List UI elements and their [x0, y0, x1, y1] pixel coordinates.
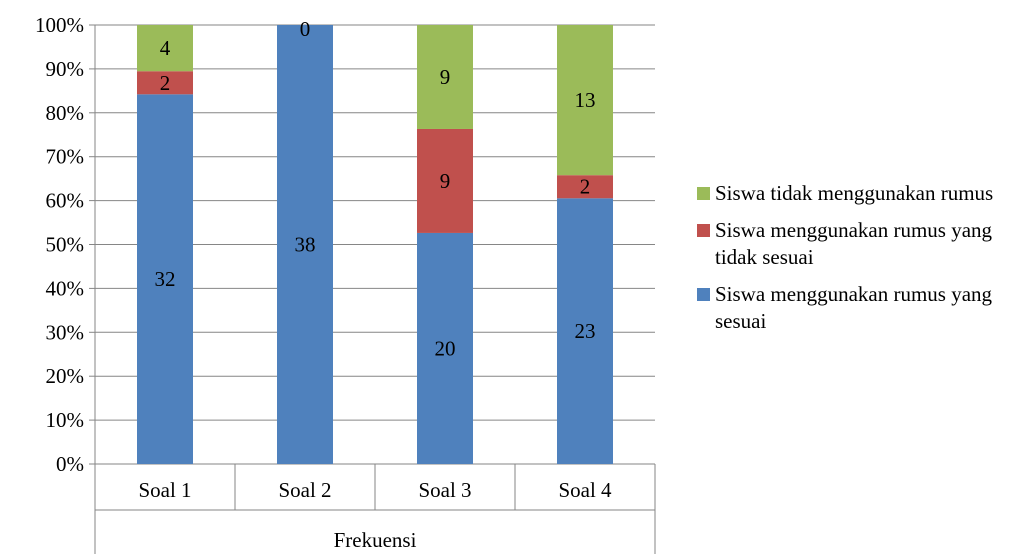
legend-swatch: [697, 224, 710, 237]
bar-segment: [557, 25, 613, 176]
x-tick-label: Soal 1: [138, 478, 191, 502]
data-label: 4: [160, 36, 171, 60]
data-label: 20: [435, 336, 456, 360]
data-label: 0: [300, 17, 311, 41]
y-tick-label: 10%: [46, 408, 85, 432]
data-label: 23: [575, 319, 596, 343]
legend-item: Siswa tidak menggunakan rumus: [697, 180, 1009, 207]
y-tick-label: 20%: [46, 364, 85, 388]
legend-item: Siswa menggunakan rumus yang tidak sesua…: [697, 217, 1009, 271]
legend-swatch: [697, 187, 710, 200]
data-label: 9: [440, 65, 451, 89]
data-label: 13: [575, 88, 596, 112]
x-tick-label: Soal 3: [418, 478, 471, 502]
x-group-label: Frekuensi: [334, 528, 417, 552]
y-tick-label: 80%: [46, 101, 85, 125]
y-tick-label: 0%: [56, 452, 84, 476]
bar-segment: [417, 25, 473, 129]
bar-segment: [417, 128, 473, 233]
y-tick-label: 30%: [46, 320, 85, 344]
data-label: 2: [580, 175, 591, 199]
bar-segment: [557, 198, 613, 464]
y-tick-label: 100%: [35, 13, 84, 37]
bar-segment: [137, 94, 193, 464]
bar-segment: [417, 232, 473, 464]
y-tick-label: 70%: [46, 145, 85, 169]
legend-item: Siswa menggunakan rumus yang sesuai: [697, 281, 1009, 335]
legend-label: Siswa tidak menggunakan rumus: [715, 181, 994, 205]
data-label: 9: [440, 169, 451, 193]
y-tick-label: 90%: [46, 57, 85, 81]
y-tick-label: 60%: [46, 189, 85, 213]
y-tick-label: 40%: [46, 276, 85, 300]
legend: Siswa tidak menggunakan rumus Siswa mengg…: [697, 180, 1009, 345]
bar-segment: [277, 25, 333, 464]
x-tick-label: Soal 4: [558, 478, 612, 502]
bar-segment: [137, 25, 193, 72]
data-label: 2: [160, 71, 171, 95]
legend-swatch: [697, 288, 710, 301]
bar-segment: [557, 175, 613, 199]
data-label: 32: [155, 267, 176, 291]
data-label: 38: [295, 233, 316, 257]
x-tick-label: Soal 2: [278, 478, 331, 502]
legend-label: Siswa menggunakan rumus yang tidak sesua…: [715, 218, 993, 269]
bar-segment: [137, 71, 193, 95]
legend-label: Siswa menggunakan rumus yang sesuai: [715, 282, 993, 333]
y-tick-label: 50%: [46, 233, 85, 257]
